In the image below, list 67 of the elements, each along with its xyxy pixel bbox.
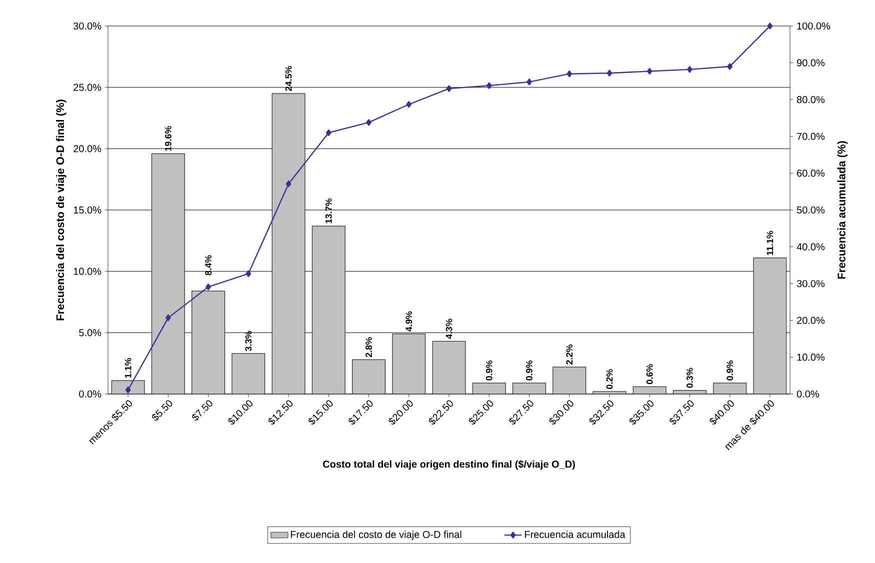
point [206, 284, 211, 290]
point [366, 119, 372, 126]
x-axis-title: Costo total del viaje origen destino final ($/viaje O_D) [323, 460, 575, 470]
data-label: 0.3% [686, 368, 693, 388]
y2-tick-label: 90.0% [797, 59, 825, 66]
bar [432, 341, 466, 394]
point [727, 63, 733, 70]
point [446, 85, 452, 92]
y2-axis-title: Frecuencia acumulada (%) [837, 141, 848, 279]
point [606, 70, 612, 77]
y2-tick-label: 0.0% [796, 390, 819, 398]
bar [192, 290, 225, 394]
y2-tick-label: 70.0% [797, 132, 825, 140]
y2-tick-label: 80.0% [796, 96, 825, 104]
bar [352, 359, 386, 394]
data-label: 3.3% [245, 331, 252, 352]
data-label: 0.9% [526, 360, 532, 380]
point [526, 78, 532, 86]
y2-tick-label: 20.0% [797, 316, 825, 324]
point [767, 22, 773, 30]
data-label: 2.2% [566, 344, 573, 364]
point [165, 314, 171, 322]
y2-tick-label: 40.0% [796, 243, 825, 250]
bar [392, 334, 426, 394]
y-tick-label: 15.0% [74, 206, 102, 214]
data-label: 0.2% [606, 369, 613, 389]
point [566, 70, 572, 78]
point [125, 386, 131, 394]
point [687, 66, 692, 73]
data-label: 4.3% [446, 318, 452, 339]
point [486, 82, 492, 90]
y2-tick-label: 30.0% [796, 280, 825, 288]
point [646, 68, 652, 75]
point [286, 180, 292, 188]
data-label: 24.5% [285, 66, 292, 91]
y2-tick-label: 10.0% [797, 354, 825, 361]
legend-label: Frecuencia del costo de viaje O-D final [290, 530, 462, 540]
data-label: 0.6% [646, 364, 653, 384]
y-axis-title: Frecuencia del costo de viaje O-D final (%) [56, 100, 66, 320]
y-tick-label: 25.0% [74, 84, 102, 91]
bar [753, 258, 787, 394]
y2-tick-label: 100.0% [797, 22, 830, 30]
y-tick-label: 30.0% [73, 22, 102, 30]
data-label: 4.9% [406, 311, 412, 332]
bar [312, 226, 346, 394]
y-tick-label: 10.0% [74, 268, 102, 275]
y2-tick-label: 60.0% [797, 170, 825, 177]
y-tick-label: 5.0% [79, 329, 102, 336]
bar [232, 353, 266, 394]
y-tick-label: 20.0% [74, 145, 102, 152]
data-label: 11.1% [766, 230, 774, 256]
data-label: 0.9% [726, 360, 734, 380]
point [246, 270, 252, 278]
bar [552, 366, 586, 394]
bar [151, 153, 185, 394]
point [326, 129, 332, 136]
data-label: 1.1% [124, 358, 132, 378]
legend-label: Frecuencia acumulada [524, 530, 626, 538]
y2-tick-label: 50.0% [796, 206, 825, 214]
bar [272, 93, 306, 394]
y-tick-label: 0.0% [79, 390, 102, 398]
data-label: 8.4% [205, 255, 212, 276]
data-label: 19.6% [164, 126, 172, 151]
point [406, 100, 412, 108]
data-label: 2.8% [366, 337, 372, 358]
data-label: 13.7% [325, 198, 332, 224]
data-label: 0.9% [486, 360, 492, 380]
